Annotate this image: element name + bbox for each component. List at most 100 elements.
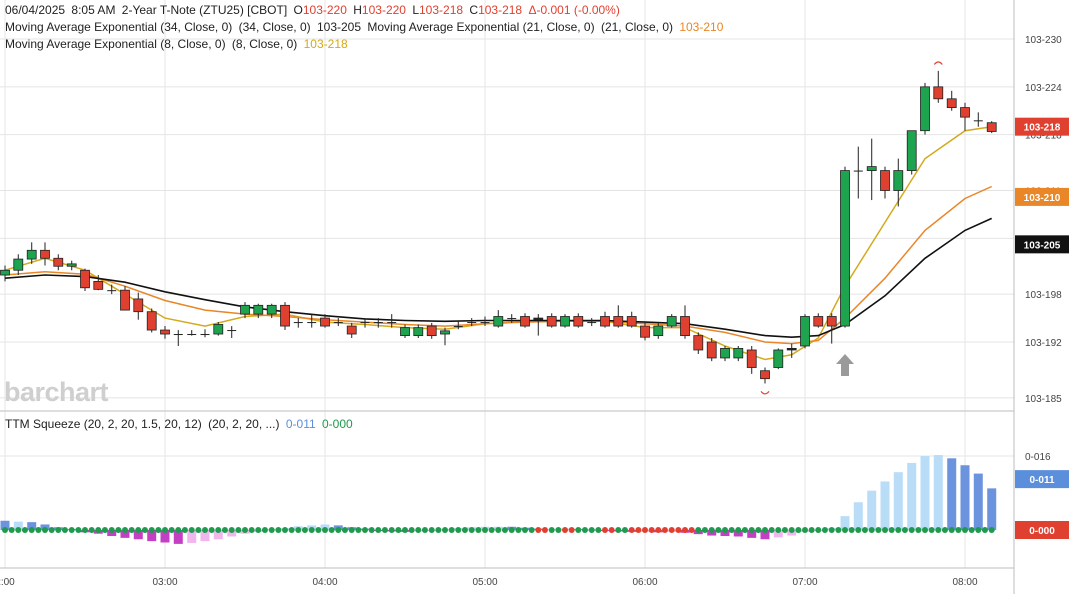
- squeeze-dot: [8, 527, 15, 533]
- candle-body: [360, 322, 370, 324]
- squeeze-dot: [288, 527, 295, 533]
- squeeze-dot: [962, 527, 968, 533]
- ema21-label[interactable]: Moving Average Exponential (21, Close, 0…: [367, 20, 595, 34]
- badge-squeeze-dots: 0-000: [1015, 521, 1069, 539]
- squeeze-dot: [828, 527, 835, 533]
- time-tick-label: 07:00: [792, 577, 817, 588]
- squeeze-dot: [715, 527, 722, 533]
- value-badges: 103-218 103-210 103-205 0-011 0-000: [1015, 117, 1069, 539]
- candle-body: [826, 316, 837, 327]
- squeeze-dot: [55, 527, 62, 533]
- squeeze-dot: [375, 527, 382, 533]
- candles: [0, 70, 997, 384]
- badge-squeeze-momentum-box: [1015, 470, 1069, 489]
- candle-body: [880, 170, 890, 191]
- squeeze-dots: [2, 527, 995, 533]
- candle-body: [426, 325, 437, 337]
- squeeze-dot: [482, 527, 488, 533]
- squeeze-dot: [122, 527, 128, 533]
- squeeze-dot: [968, 527, 975, 533]
- squeeze-dot: [688, 527, 695, 533]
- squeeze-dot: [148, 527, 155, 533]
- squeeze-dot: [188, 527, 195, 533]
- squeeze-dot: [308, 527, 315, 533]
- ema21-params: (21, Close, 0): [600, 20, 673, 34]
- squeeze-dot: [68, 527, 75, 533]
- candle-body: [293, 322, 303, 324]
- candle-body: [227, 330, 237, 332]
- candle-body: [866, 166, 877, 171]
- squeeze-dot: [101, 527, 108, 533]
- squeeze-dot: [808, 527, 815, 533]
- badge-squeeze-dots-box: [1015, 521, 1069, 539]
- badge-squeeze-dots-text: 0-000: [1029, 526, 1055, 537]
- candle-body: [560, 316, 570, 327]
- squeeze-dot: [408, 527, 415, 533]
- squeeze-dot: [588, 527, 595, 533]
- squeeze-dot: [381, 527, 388, 533]
- squeeze-legend: TTM Squeeze (20, 2, 20, 1.5, 20, 12) (20…: [5, 416, 356, 433]
- squeeze-dot: [388, 527, 395, 533]
- squeeze-dot: [48, 527, 55, 533]
- squeeze-bar: [720, 530, 730, 537]
- squeeze-dot: [202, 527, 208, 533]
- candle-body: [160, 329, 170, 335]
- price-tick-label: 103-192: [1025, 338, 1062, 349]
- squeeze-dot: [955, 527, 962, 533]
- squeeze-bar: [13, 521, 23, 530]
- squeeze-dot: [208, 527, 215, 533]
- squeeze-dot: [21, 527, 28, 533]
- badge-ema34-text: 103-205: [1024, 240, 1061, 251]
- candle-body: [960, 107, 970, 118]
- squeeze-dot: [668, 527, 675, 533]
- time-tick-label: 06:00: [632, 577, 657, 588]
- squeeze-dot: [915, 527, 922, 533]
- squeeze-dot: [682, 527, 688, 533]
- candle-body: [946, 98, 957, 108]
- annotations: [760, 61, 943, 395]
- squeeze-dot: [935, 527, 942, 533]
- candle-body: [840, 170, 850, 327]
- candle-body: [400, 327, 410, 337]
- squeeze-dot: [488, 527, 495, 533]
- candle-body: [666, 316, 677, 327]
- candle-body: [53, 257, 64, 267]
- squeeze-bar: [147, 530, 157, 542]
- squeeze-dot: [468, 527, 475, 533]
- squeeze-bar: [907, 462, 917, 530]
- squeeze-dot: [295, 527, 302, 533]
- candle-body: [280, 304, 290, 327]
- candle-body: [80, 269, 90, 289]
- squeeze-dot: [602, 527, 608, 533]
- badge-ema8: 103-218: [1015, 117, 1069, 136]
- squeeze-label[interactable]: TTM Squeeze (20, 2, 20, 1.5, 20, 12): [5, 417, 202, 431]
- squeeze-dot: [455, 527, 462, 533]
- squeeze-bar: [920, 456, 930, 530]
- candle-body: [373, 322, 383, 324]
- squeeze-dot: [781, 527, 788, 533]
- badge-squeeze-momentum-text: 0-011: [1029, 475, 1054, 486]
- squeeze-dot: [575, 527, 582, 533]
- squeeze-dot: [882, 527, 888, 533]
- ema8-label[interactable]: Moving Average Exponential (8, Close, 0): [5, 37, 226, 51]
- squeeze-dot: [661, 527, 668, 533]
- squeeze-dot: [722, 527, 728, 533]
- badge-ema8-text: 103-218: [1024, 123, 1061, 134]
- squeeze-dot: [515, 527, 522, 533]
- candle-body: [440, 330, 450, 335]
- candle-body: [507, 318, 517, 320]
- swing-high-marker: [933, 61, 943, 65]
- squeeze-dot: [115, 527, 122, 533]
- squeeze-dot: [848, 527, 855, 533]
- candle-body: [773, 349, 784, 368]
- squeeze-dot: [648, 527, 655, 533]
- candle-body: [600, 316, 610, 327]
- candle-body: [66, 263, 77, 267]
- low-label: L: [412, 3, 419, 17]
- ema34-label[interactable]: Moving Average Exponential (34, Close, 0…: [5, 20, 233, 34]
- squeeze-dot: [975, 527, 982, 533]
- squeeze-dot: [435, 527, 442, 533]
- squeeze-dot: [75, 527, 82, 533]
- squeeze-bar: [133, 530, 143, 540]
- time-tick-label: 03:00: [152, 577, 177, 588]
